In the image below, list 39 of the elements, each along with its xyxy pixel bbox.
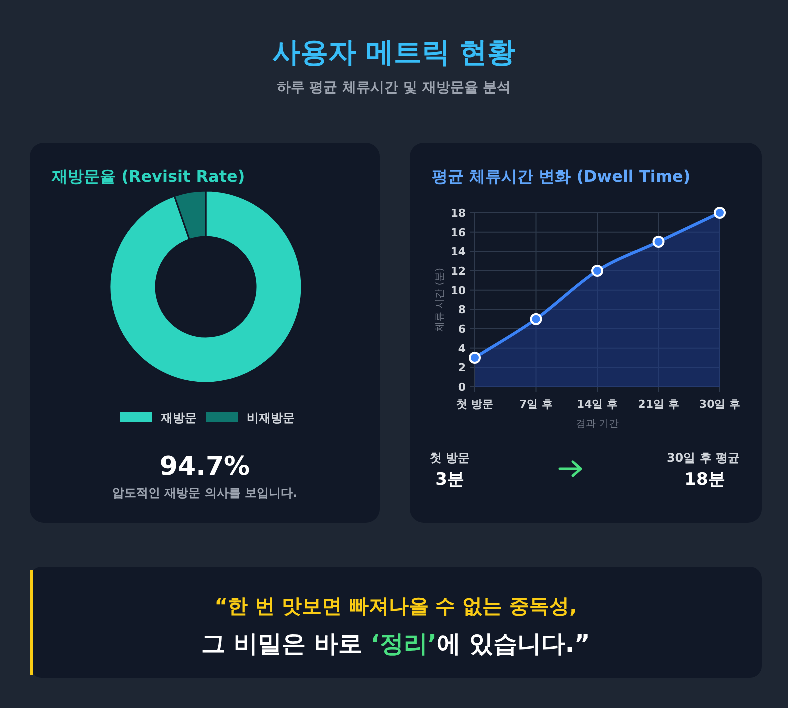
- text: ‘정리’: [370, 630, 438, 658]
- x-tick-label: 30일 후: [699, 398, 741, 411]
- text: “한 번 맛보면 빠져나올 수 없는 중독성,: [214, 594, 578, 618]
- x-tick-label: 7일 후: [520, 398, 553, 411]
- x-axis-title: 경과 기간: [576, 419, 620, 430]
- text: 18분: [684, 470, 726, 490]
- point: [652, 236, 665, 248]
- point: [714, 207, 726, 219]
- text: 첫 방문: [430, 451, 470, 465]
- y-tick-label: 12: [450, 265, 466, 278]
- text: 압도적인 재방문 의사를 보입니다.: [112, 486, 298, 500]
- y-tick-label: 0: [458, 381, 466, 394]
- y-tick-label: 6: [458, 323, 466, 336]
- text: 사용자 메트릭 현황: [272, 36, 516, 69]
- y-tick-label: 8: [458, 304, 466, 317]
- y-axis-title: 체류 시간 (분): [435, 268, 446, 332]
- x-tick-label: 첫 방문: [456, 398, 494, 411]
- chart-title: 재방문율 (Revisit Rate): [51, 167, 246, 186]
- text: 3분: [436, 470, 464, 490]
- donut-slice: [109, 190, 303, 384]
- x-tick-label: 14일 후: [576, 398, 618, 411]
- chart-title: 평균 체류시간 변화 (Dwell Time): [432, 167, 691, 186]
- y-tick-label: 4: [458, 342, 466, 356]
- y-tick-label: 18: [450, 207, 466, 220]
- text: 하루 평균 체류시간 및 재방문율 분석: [276, 80, 512, 96]
- y-tick-label: 14: [450, 246, 466, 259]
- point: [592, 265, 604, 277]
- y-tick-label: 2: [458, 362, 466, 375]
- text: 그 비밀은 바로: [202, 630, 371, 658]
- text: 94.7%: [160, 452, 250, 482]
- y-tick-label: 16: [450, 226, 466, 240]
- legend-label: 재방문: [160, 411, 197, 425]
- point: [530, 313, 542, 326]
- legend-label: 비재방문: [247, 411, 295, 425]
- text: 30일 후 평균: [666, 451, 740, 465]
- y-tick-label: 10: [450, 284, 466, 298]
- point: [469, 352, 481, 364]
- text: 에 있습니다.”: [437, 630, 590, 658]
- x-tick-label: 21일 후: [638, 398, 680, 411]
